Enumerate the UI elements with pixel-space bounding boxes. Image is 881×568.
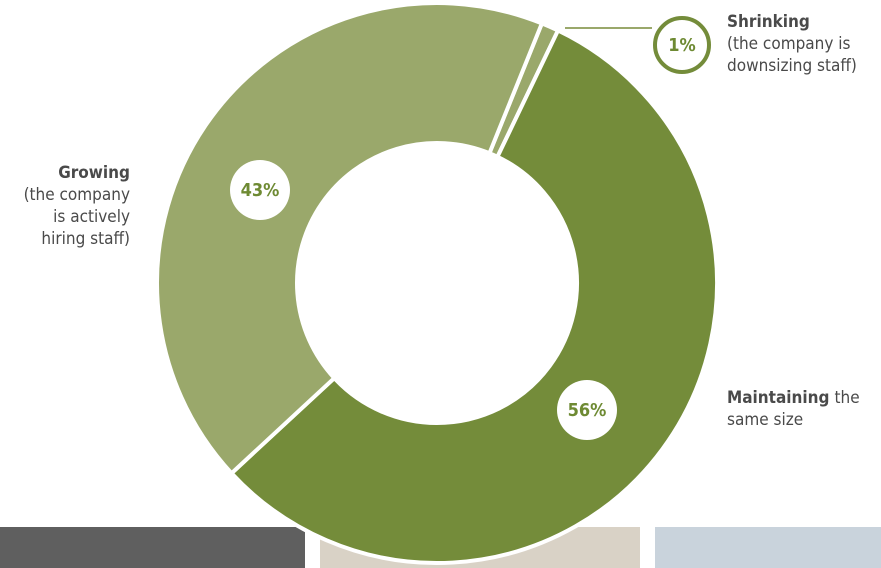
value-label: 56%	[568, 400, 607, 421]
category-name: Maintaining	[727, 388, 830, 408]
category-description: hiring staff)	[41, 229, 130, 249]
category-name: Growing	[58, 163, 130, 183]
category-description: same size	[727, 410, 803, 430]
category-label: Shrinking	[727, 12, 810, 32]
category-description: (the company is	[727, 34, 851, 54]
donut-slice	[155, 1, 545, 477]
photo	[0, 527, 305, 568]
category-label: Growing	[58, 163, 130, 183]
value-label: 43%	[241, 180, 280, 201]
category-label: Maintaining the	[727, 388, 860, 408]
value-badge	[230, 160, 290, 220]
category-description: (the company	[24, 185, 130, 205]
value-badge	[653, 16, 711, 74]
category-description: downsizing staff)	[727, 56, 857, 76]
category-description: the	[835, 388, 860, 408]
value-label: 1%	[668, 35, 696, 56]
category-description: is actively	[53, 207, 130, 227]
photo	[655, 527, 881, 568]
value-badge	[557, 380, 617, 440]
category-name: Shrinking	[727, 12, 810, 32]
